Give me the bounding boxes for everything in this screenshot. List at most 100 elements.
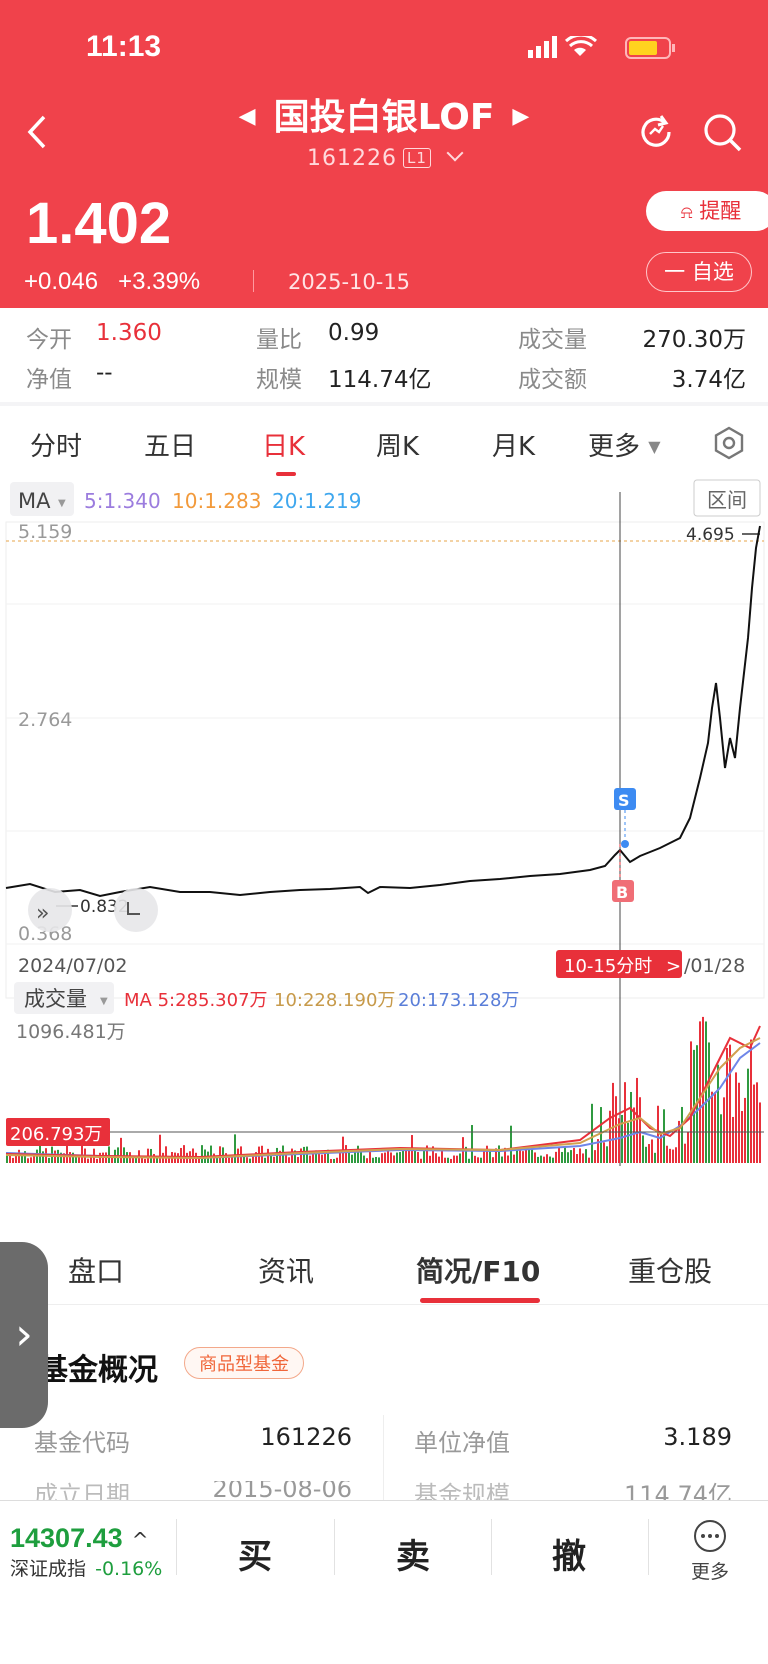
volume-bar <box>516 1148 518 1163</box>
volume-bar <box>60 1152 62 1163</box>
volume-bar <box>330 1158 332 1163</box>
volume-bar <box>297 1157 299 1163</box>
volume-bar <box>726 1047 728 1163</box>
volume-bar <box>609 1110 611 1163</box>
volume-bar <box>654 1152 656 1163</box>
volume-bar <box>441 1150 443 1163</box>
volume-bar <box>159 1134 161 1163</box>
cancel-order-button[interactable]: 撤 <box>552 1537 586 1577</box>
volume-bar <box>360 1149 362 1163</box>
fund-code-label: 基金代码 <box>34 1429 130 1457</box>
volume-bar <box>336 1157 338 1163</box>
volume-bar <box>9 1155 11 1163</box>
divider <box>491 1519 492 1575</box>
volume-bar <box>372 1157 374 1163</box>
open-label: 今开 <box>26 327 72 353</box>
buy-marker[interactable] <box>612 880 634 902</box>
volume-bar <box>630 1091 632 1163</box>
crosshair-date-badge[interactable] <box>556 950 682 978</box>
volume-bar <box>720 1114 722 1163</box>
index-ticker[interactable]: 14307.43 ^ 深证成指 -0.16% <box>10 1523 162 1581</box>
tab-more-label: 更多 <box>588 432 641 462</box>
settings-icon[interactable] <box>712 426 746 460</box>
volume-bar <box>69 1152 71 1163</box>
volume-bar <box>588 1157 590 1163</box>
volume-bar <box>216 1155 218 1163</box>
volume-bar <box>687 1132 689 1163</box>
tab-daily-k[interactable]: 日K <box>262 432 306 462</box>
ratio-label: 量比 <box>256 327 302 353</box>
volume-bar <box>552 1157 554 1163</box>
volume-bar <box>495 1148 497 1163</box>
volume-bar <box>375 1156 377 1163</box>
volume-bar <box>339 1149 341 1163</box>
volume-bar <box>444 1157 446 1163</box>
chart-canvas[interactable]: MA ▼ 5:1.340 10:1.283 20:1.219 区间 5.159 … <box>0 478 768 1230</box>
prev-stock-icon[interactable]: ◀ <box>238 104 256 129</box>
side-drawer-handle[interactable]: › <box>0 1242 48 1428</box>
search-icon[interactable] <box>702 112 744 154</box>
tab-news[interactable]: 资讯 <box>258 1255 315 1288</box>
fullscreen-button[interactable] <box>114 888 158 932</box>
ma-selector[interactable] <box>10 482 74 516</box>
sell-marker[interactable] <box>614 788 636 810</box>
volume-bar <box>759 1102 761 1163</box>
volume-bar <box>522 1151 524 1163</box>
tab-intraday[interactable]: 分时 <box>30 432 83 462</box>
volume-bar <box>399 1152 401 1163</box>
volume-bar <box>606 1146 608 1163</box>
volume-bar <box>387 1149 389 1163</box>
buy-marker-label: B <box>616 883 628 902</box>
fund-section-title: 基金概况 <box>38 1353 158 1388</box>
fund-overview: 基金概况 商品型基金 基金代码 161226 单位净值 3.189 成立日期 2… <box>0 1305 768 1505</box>
volume-bar <box>132 1155 134 1163</box>
volume-bar <box>612 1082 614 1163</box>
kline-chart[interactable]: MA ▼ 5:1.340 10:1.283 20:1.219 区间 5.159 … <box>0 478 768 1230</box>
tab-five-day[interactable]: 五日 <box>144 432 197 462</box>
tab-orderbook[interactable]: 盘口 <box>68 1255 125 1288</box>
volume-bar <box>183 1145 185 1163</box>
tab-more[interactable]: 更多 ▼ <box>588 426 661 463</box>
volume-bar <box>30 1157 32 1163</box>
tab-monthly-k[interactable]: 月K <box>492 432 536 462</box>
volume-bar <box>369 1151 371 1163</box>
volume-bar <box>564 1146 566 1163</box>
volume-bar <box>528 1149 530 1163</box>
more-button[interactable]: 更多 <box>682 1519 738 1584</box>
stock-code-row[interactable]: 161226 L1 <box>0 144 768 171</box>
volume-bar <box>312 1154 314 1163</box>
fund-row-2-clipped: 成立日期 2015-08-06 基金规模 114.74亿 <box>0 1481 768 1500</box>
volume-bar <box>303 1146 305 1163</box>
volume-bar <box>618 1118 620 1163</box>
level-badge: L1 <box>403 148 431 168</box>
volume-bar <box>717 1064 719 1163</box>
volume-bar <box>393 1155 395 1163</box>
sell-button[interactable]: 卖 <box>396 1537 430 1577</box>
volume-selector[interactable] <box>14 982 114 1014</box>
expand-button[interactable] <box>28 888 72 932</box>
fund-type-badge: 商品型基金 <box>184 1347 304 1379</box>
tab-weekly-k[interactable]: 周K <box>376 432 420 462</box>
volume-bar <box>18 1149 20 1163</box>
volume-bar <box>621 1114 623 1163</box>
ma-caret-icon: ▼ <box>58 498 66 509</box>
next-stock-icon[interactable]: ▶ <box>512 104 530 129</box>
volume-bar <box>348 1151 350 1163</box>
volume-bar <box>723 1097 725 1163</box>
volume-bar <box>243 1155 245 1163</box>
range-button[interactable] <box>693 479 761 517</box>
remind-button[interactable]: ⍾ 提醒 <box>646 191 768 231</box>
volume-bar <box>321 1154 323 1163</box>
buy-button[interactable]: 买 <box>238 1537 272 1577</box>
tab-holdings[interactable]: 重仓股 <box>628 1255 713 1288</box>
signal-bar-3 <box>544 41 549 58</box>
active-tab-indicator <box>276 472 296 476</box>
back-icon[interactable] <box>26 114 50 150</box>
add-watchlist-button[interactable]: 一 自选 <box>646 252 752 292</box>
y-tick-top: 5.159 <box>18 521 72 543</box>
refresh-icon[interactable] <box>636 112 676 152</box>
volume-bar <box>447 1157 449 1163</box>
volume-bar <box>27 1158 29 1163</box>
volume-bar <box>480 1157 482 1163</box>
tab-profile[interactable]: 简况/F10 <box>416 1255 541 1288</box>
